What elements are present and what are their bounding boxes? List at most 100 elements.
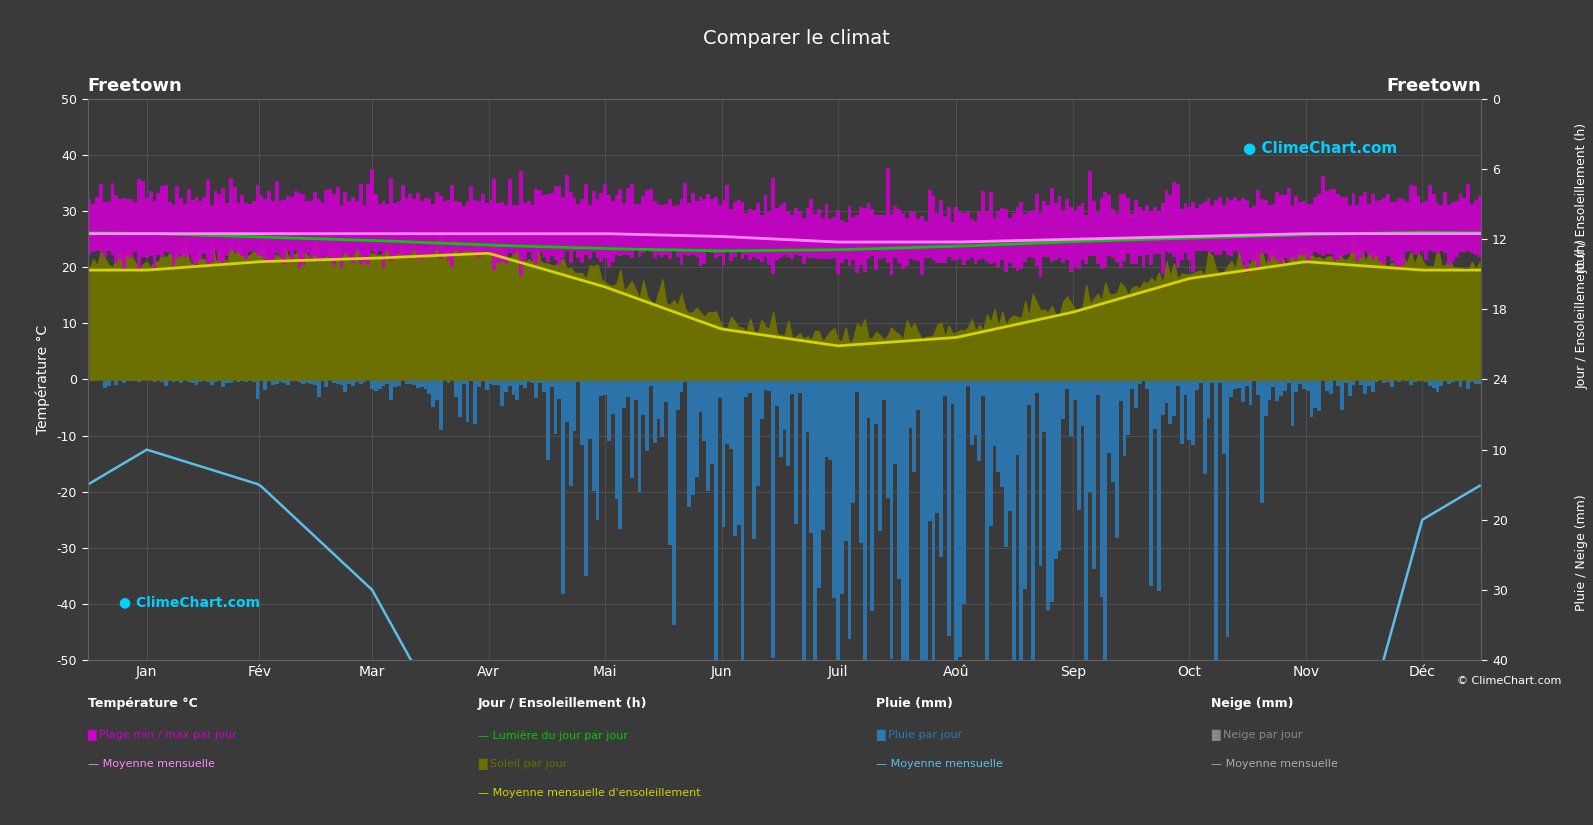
Bar [1314,380,1317,408]
Bar [459,202,462,257]
Bar [951,222,954,260]
Bar [271,200,274,262]
Bar [610,201,615,262]
Bar [1222,380,1225,454]
Bar [752,380,757,539]
Bar [927,380,932,521]
Bar [336,380,339,384]
Bar [1157,211,1161,254]
Bar [1088,171,1091,257]
Bar [1451,380,1454,382]
Bar [1137,207,1142,256]
Bar [167,202,172,253]
Bar [339,380,344,384]
Bar [997,211,1000,267]
Bar [1260,200,1263,253]
Bar [1397,199,1402,268]
Bar [397,200,401,253]
Bar [1325,191,1329,254]
Bar [1225,198,1230,255]
Bar [844,222,847,259]
Bar [1435,203,1440,253]
Bar [1164,380,1168,403]
Bar [828,219,832,259]
Bar [1290,380,1295,427]
Bar [1435,380,1440,392]
Bar [180,380,183,384]
Bar [779,205,782,258]
Bar [1115,213,1118,262]
Bar [374,194,378,254]
Bar [771,178,776,274]
Bar [1066,380,1069,389]
Bar [828,380,832,460]
Text: — Moyenne mensuelle: — Moyenne mensuelle [88,759,215,769]
Bar [202,197,205,254]
Bar [1337,380,1340,386]
Bar [363,205,366,262]
Bar [282,380,287,383]
Bar [656,204,661,255]
Bar [935,380,940,513]
Bar [255,380,260,399]
Bar [1161,380,1164,415]
Bar [306,380,309,384]
Bar [1325,380,1329,391]
Bar [298,380,301,383]
Bar [218,194,221,261]
Bar [287,380,290,385]
Bar [274,181,279,253]
Bar [927,190,932,258]
Bar [542,380,546,392]
Bar [1451,201,1454,262]
Bar [561,380,566,594]
Bar [992,380,997,446]
Bar [653,200,656,258]
Bar [1069,380,1072,436]
Bar [229,380,233,383]
Bar [236,203,241,254]
Bar [134,202,137,252]
Bar [382,380,386,386]
Bar [771,380,776,658]
Bar [1290,206,1295,257]
Bar [115,380,118,385]
Bar [1211,380,1214,384]
Bar [656,380,661,418]
Bar [1042,200,1047,257]
Bar [667,380,672,544]
Bar [1020,202,1023,269]
Bar [1126,198,1129,254]
Bar [867,203,870,259]
Bar [287,196,290,252]
Bar [194,380,199,385]
Bar [744,213,749,255]
Bar [145,198,148,257]
Bar [382,201,386,268]
Bar [435,192,440,252]
Bar [374,380,378,391]
Bar [1263,380,1268,416]
Bar [255,185,260,255]
Bar [1023,214,1027,262]
Text: © ClimeChart.com: © ClimeChart.com [1456,676,1561,686]
Bar [591,380,596,491]
Bar [290,197,293,261]
Bar [793,209,798,255]
Bar [331,194,336,266]
Bar [118,380,123,381]
Bar [1035,194,1039,266]
Bar [1069,207,1072,272]
Bar [561,197,566,258]
Bar [875,215,878,270]
Bar [738,200,741,252]
Bar [473,200,478,256]
Bar [604,380,607,395]
Bar [1413,380,1416,382]
Bar [104,202,107,257]
Bar [779,380,782,457]
Bar [344,380,347,392]
Bar [538,190,542,252]
Bar [618,189,623,256]
Bar [1055,203,1058,260]
